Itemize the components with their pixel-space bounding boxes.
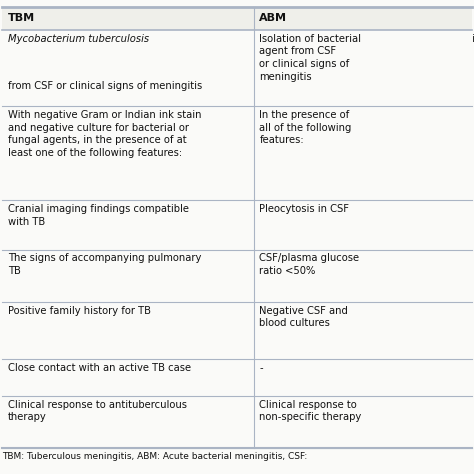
Text: isolation: isolation [469,34,474,44]
Text: TBM: TBM [8,13,35,24]
Polygon shape [2,7,472,30]
Text: from CSF or clinical signs of meningitis: from CSF or clinical signs of meningitis [8,82,202,91]
Text: Cranial imaging findings compatible
with TB: Cranial imaging findings compatible with… [8,204,189,227]
Text: Pleocytosis in CSF: Pleocytosis in CSF [259,204,349,214]
Text: The signs of accompanying pulmonary
TB: The signs of accompanying pulmonary TB [8,254,201,276]
Polygon shape [2,396,472,448]
Text: -: - [259,363,263,373]
Text: Isolation of bacterial
agent from CSF
or clinical signs of
meningitis: Isolation of bacterial agent from CSF or… [259,34,361,82]
Text: ABM: ABM [259,13,287,24]
Text: TBM: Tuberculous meningitis, ABM: Acute bacterial meningitis, CSF:: TBM: Tuberculous meningitis, ABM: Acute … [2,452,308,461]
Polygon shape [2,106,472,200]
Text: Clinical response to antituberculous
therapy: Clinical response to antituberculous the… [8,400,187,422]
Text: CSF/plasma glucose
ratio <50%: CSF/plasma glucose ratio <50% [259,254,359,276]
Text: Mycobacterium tuberculosis: Mycobacterium tuberculosis [8,34,149,44]
Text: With negative Gram or Indian ink stain
and negative culture for bacterial or
fun: With negative Gram or Indian ink stain a… [8,110,201,158]
Text: Close contact with an active TB case: Close contact with an active TB case [8,363,191,373]
Text: In the presence of
all of the following
features:: In the presence of all of the following … [259,110,352,146]
Polygon shape [2,250,472,302]
Polygon shape [2,302,472,359]
Text: Clinical response to
non-specific therapy: Clinical response to non-specific therap… [259,400,362,422]
Polygon shape [2,359,472,396]
Polygon shape [2,200,472,250]
Text: Positive family history for TB: Positive family history for TB [8,306,151,316]
Polygon shape [2,30,472,106]
Text: Negative CSF and
blood cultures: Negative CSF and blood cultures [259,306,348,328]
